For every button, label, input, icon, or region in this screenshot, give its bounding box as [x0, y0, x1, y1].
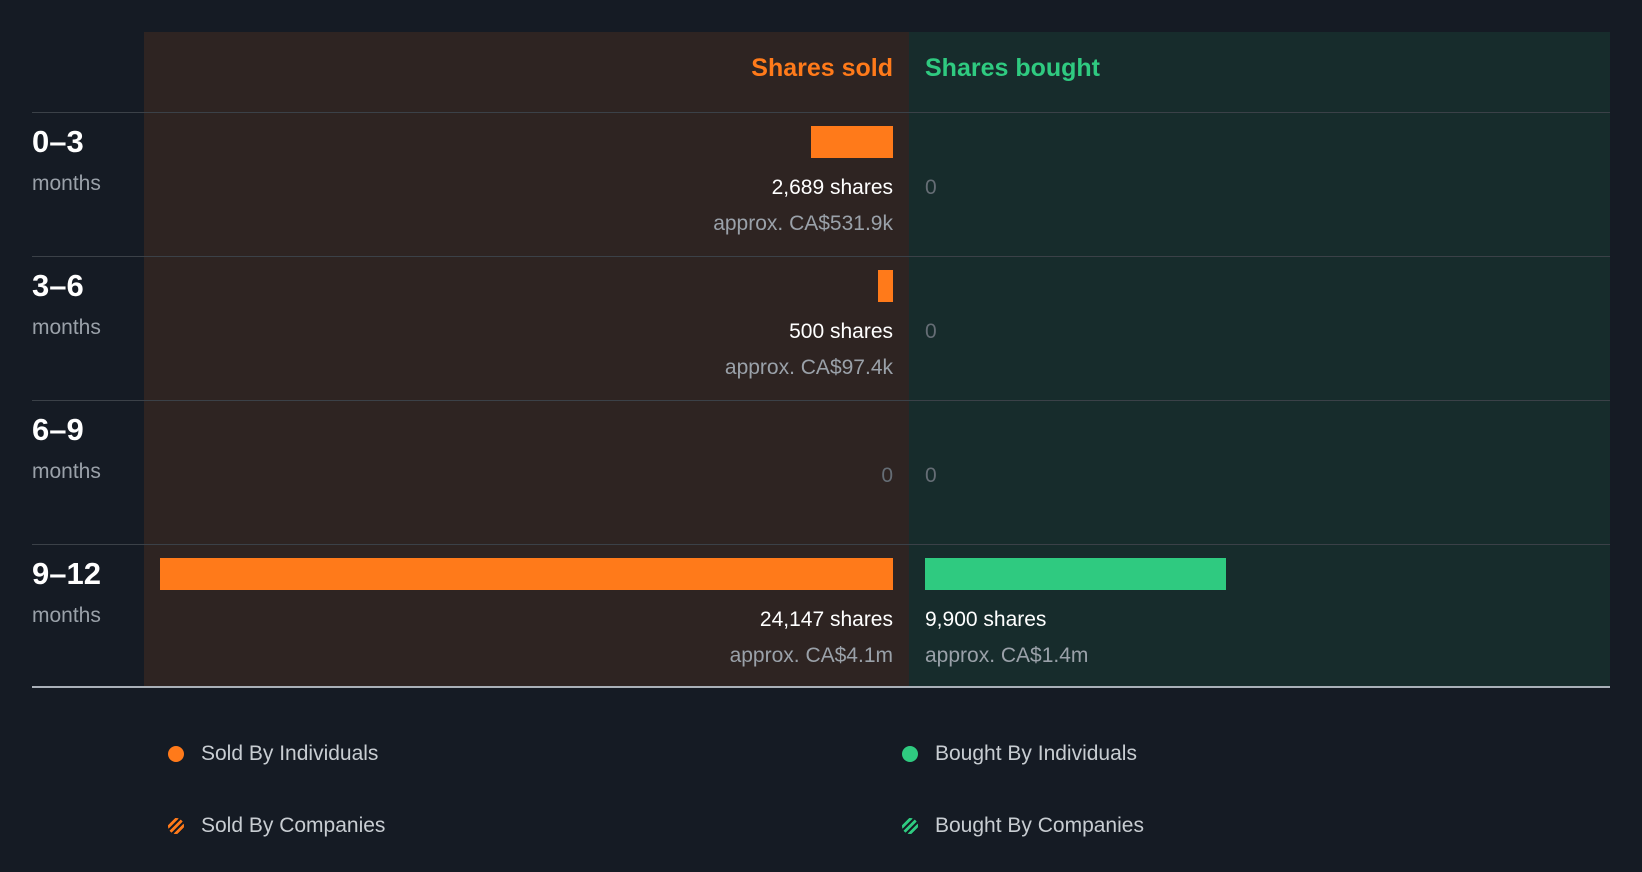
orange-hatch-icon	[168, 818, 184, 834]
row-separator	[32, 256, 1610, 257]
sold-approx-label: approx. CA$97.4k	[724, 356, 893, 379]
sold-shares-label: 2,689 shares	[771, 176, 893, 199]
legend-bought-individuals[interactable]: Bought By Individuals	[902, 742, 1137, 766]
chart-baseline	[32, 686, 1610, 688]
shares-bought-header: Shares bought	[925, 54, 1101, 82]
legend-label: Bought By Individuals	[935, 742, 1137, 765]
sold-bar-0-3	[811, 126, 893, 158]
period-unit: months	[32, 172, 101, 195]
period-label: 6–9	[32, 412, 84, 447]
bought-zero-label: 0	[925, 176, 937, 199]
legend-label: Bought By Companies	[935, 814, 1144, 837]
shares-sold-header: Shares sold	[751, 54, 893, 82]
green-dot-icon	[902, 746, 918, 762]
period-unit: months	[32, 460, 101, 483]
bought-shares-label: 9,900 shares	[925, 608, 1047, 631]
bought-zero-label: 0	[925, 320, 937, 343]
sold-shares-label: 24,147 shares	[759, 608, 893, 631]
sold-approx-label: approx. CA$4.1m	[729, 644, 893, 667]
bought-zero-label: 0	[925, 464, 937, 487]
row-separator	[32, 400, 1610, 401]
bought-approx-label: approx. CA$1.4m	[925, 644, 1089, 667]
sold-zero-label: 0	[881, 464, 893, 487]
period-label: 3–6	[32, 268, 84, 303]
period-label: 9–12	[32, 556, 101, 591]
legend-bought-companies[interactable]: Bought By Companies	[902, 814, 1144, 838]
sold-bar-3-6	[878, 270, 893, 302]
sold-shares-label: 500 shares	[789, 320, 893, 343]
period-unit: months	[32, 604, 101, 627]
sold-bar-9-12	[160, 558, 893, 590]
bought-bar-9-12	[925, 558, 1226, 590]
orange-dot-icon	[168, 746, 184, 762]
period-unit: months	[32, 316, 101, 339]
legend-sold-companies[interactable]: Sold By Companies	[168, 814, 385, 838]
green-hatch-icon	[902, 818, 918, 834]
period-label: 0–3	[32, 124, 84, 159]
legend-label: Sold By Companies	[201, 814, 386, 837]
row-separator	[32, 544, 1610, 545]
row-separator	[32, 112, 1610, 113]
legend-label: Sold By Individuals	[201, 742, 379, 765]
legend-sold-individuals[interactable]: Sold By Individuals	[168, 742, 378, 766]
sold-approx-label: approx. CA$531.9k	[713, 212, 893, 235]
